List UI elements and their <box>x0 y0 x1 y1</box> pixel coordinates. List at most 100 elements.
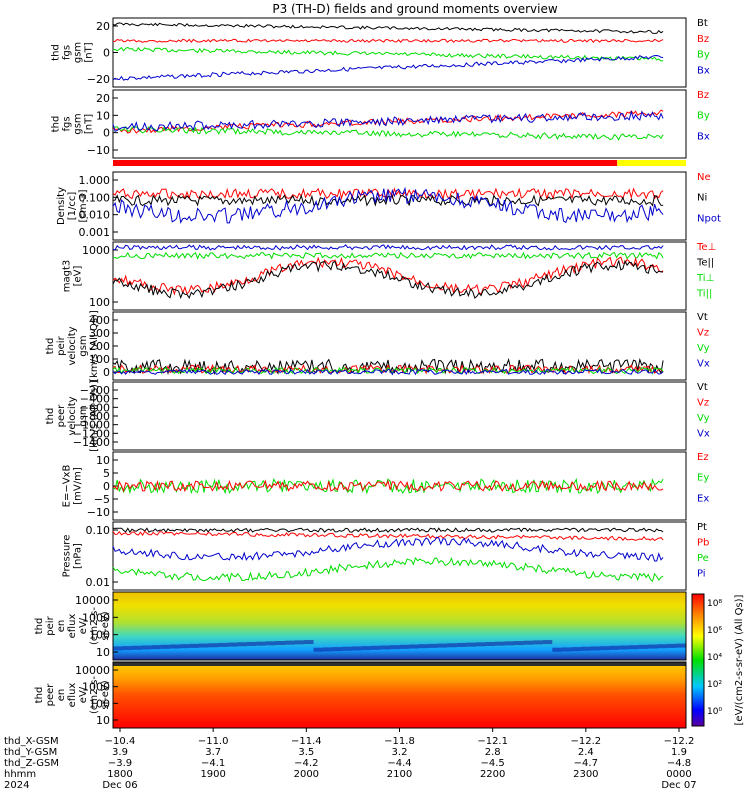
plot-title: P3 (TH-D) fields and ground moments over… <box>272 2 557 16</box>
xtick-label: 2200 <box>480 769 505 780</box>
xtick-label: −4.7 <box>574 758 598 769</box>
ylabel: thdpeervelocitygsm[km/s (All Qs)] <box>45 380 100 452</box>
colorbar-tick: 10⁶ <box>707 626 722 636</box>
ytick-label: 10 <box>96 646 110 659</box>
ytick-label: −400 <box>80 393 110 406</box>
legend-density-1: Ni <box>697 193 707 204</box>
legend-peir_vel-2: Vy <box>697 343 710 354</box>
xtick-label: 3.5 <box>298 747 314 758</box>
ytick-label: −5 <box>94 493 110 506</box>
ytick-label: 1000 <box>82 611 110 624</box>
trace-pe <box>112 556 664 583</box>
ytick-label: −800 <box>80 410 110 423</box>
trace-vx <box>112 368 664 376</box>
legend-fgs_gsm-2: By <box>697 50 710 61</box>
panel-frame <box>112 171 687 241</box>
ytick-label: 0 <box>103 47 110 60</box>
panel-peer_spec: 10000 1000 100 10thdpeerenefluxeV/(cm2-s-sr… <box>34 661 687 729</box>
legend-efield-0: Ez <box>697 452 709 463</box>
ylabel: Density[1/cc][cm-3] <box>56 187 89 225</box>
spec-streak <box>533 640 543 645</box>
spec-streak <box>227 642 238 647</box>
ytick-label: −10 <box>87 506 110 519</box>
ytick-label: 10000 <box>75 594 110 607</box>
ytick-label: 100 <box>89 697 110 710</box>
trace-ey <box>112 477 664 495</box>
xtick-label: 3.9 <box>112 747 128 758</box>
spec-streak <box>198 643 209 648</box>
spec-streak <box>294 640 304 645</box>
panel-frame <box>112 17 687 88</box>
xtick-label: −11.0 <box>198 736 229 747</box>
legend-fgs_gsm-0: Bt <box>697 18 708 29</box>
ytick-label: 100 <box>89 353 110 366</box>
ylabel: Pressure[nPa] <box>62 535 84 578</box>
legend-fgs_gsm-3: Bx <box>697 65 710 76</box>
legend-temp-1: Te|| <box>696 258 714 269</box>
panel-frame <box>112 241 687 311</box>
spec-streak <box>160 644 171 649</box>
trace-te-par <box>112 259 664 300</box>
trace-pi <box>112 536 664 562</box>
xtick-label: −4.1 <box>201 758 225 769</box>
spec-streak <box>542 640 553 645</box>
spec-streak <box>208 643 219 648</box>
colorbar-tick: 10⁸ <box>707 599 722 609</box>
ytick-label: 10000 <box>75 664 110 677</box>
legend-peir_vel-3: Vx <box>697 359 710 370</box>
spec-streak <box>370 645 381 650</box>
xtick-label: −4.8 <box>667 758 691 769</box>
trace-pt <box>112 527 664 534</box>
mode-bar-yellow <box>617 160 686 166</box>
spec-streak <box>418 644 429 649</box>
spec-streak <box>132 645 142 650</box>
spec-streak <box>189 643 199 648</box>
panel-frame <box>112 591 687 661</box>
xtick-label: 2000 <box>294 769 319 780</box>
legend-pressure-0: Pt <box>697 522 707 533</box>
trace-vy <box>112 366 664 375</box>
ytick-label: −1000 <box>73 419 110 432</box>
spec-streak <box>428 643 438 648</box>
ylabel: thdfgsgsm[nT] <box>51 42 95 63</box>
spec-streak <box>514 641 524 646</box>
ytick-label: 400 <box>89 314 110 327</box>
spec-streak <box>151 645 161 650</box>
spec-streak <box>561 647 572 652</box>
spec-streak <box>351 646 362 651</box>
xtick-label: −12.2 <box>664 736 695 747</box>
spec-streak <box>552 647 562 652</box>
spec-streak <box>571 647 581 652</box>
ytick-label: 0 <box>103 366 110 379</box>
ytick-label: −1400 <box>73 436 110 449</box>
xtick-label: −4.2 <box>294 758 318 769</box>
ytick-label: 0.100 <box>79 191 111 204</box>
xtick-label: −10.4 <box>105 736 136 747</box>
ytick-label: 100 <box>89 296 110 309</box>
colorbar-tick: 10⁴ <box>707 653 722 663</box>
spec-streak <box>485 641 495 646</box>
spec-streak <box>332 647 343 652</box>
ytick-label: −20 <box>87 73 110 86</box>
trace-bt <box>112 22 664 34</box>
trace-bx <box>112 54 664 81</box>
panel-frame <box>112 381 687 451</box>
spec-streak <box>399 644 410 649</box>
ylabel: magt3[eV] <box>62 260 84 293</box>
xtick-label: −4.4 <box>387 758 411 769</box>
trace-by <box>112 46 664 62</box>
legend-pressure-2: Pe <box>697 553 709 564</box>
colorbar-tick: 10⁰ <box>707 707 722 717</box>
panel-fgs_gsm: 20 0 −20 thdfgsgsm[nT] Bt Bz By Bx <box>51 17 710 88</box>
ytick-label: 0 <box>103 480 110 493</box>
spec-streak <box>409 644 419 649</box>
legend-fgs_gsm-1: Bz <box>697 34 709 45</box>
ylabel: E=−VxB[mV/m] <box>62 465 84 508</box>
trace-ti-par <box>112 244 664 251</box>
xtick-label: −11.4 <box>291 736 322 747</box>
ylabel: thdpeerenefluxeV/(cm2-s-sr-eV) <box>34 676 111 714</box>
trace-ni <box>112 194 664 207</box>
